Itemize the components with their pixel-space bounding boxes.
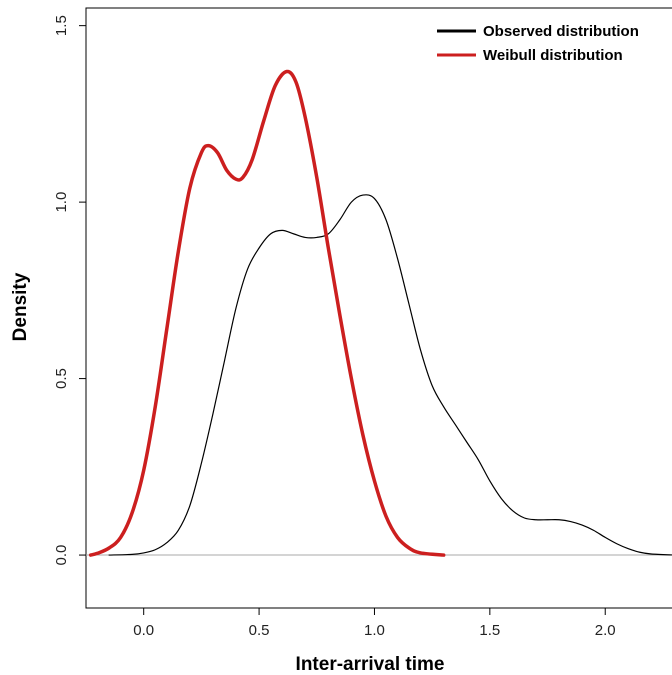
legend-label-observed: Observed distribution <box>483 23 639 40</box>
observed-distribution-line <box>108 194 672 556</box>
x-axis-title: Inter-arrival time <box>296 654 445 675</box>
legend-label-weibull: Weibull distribution <box>483 47 623 64</box>
y-tick-label: 1.5 <box>53 15 70 36</box>
x-axis: 0.0 0.5 1.0 1.5 2.0 <box>133 608 616 639</box>
y-axis-title: Density <box>10 272 31 341</box>
x-tick-label: 1.5 <box>479 622 500 639</box>
y-axis: 0.0 0.5 1.0 1.5 <box>53 15 86 565</box>
x-tick-label: 0.5 <box>249 622 270 639</box>
legend: Observed distribution Weibull distributi… <box>437 23 639 64</box>
series-layer <box>88 69 672 557</box>
y-tick-label: 1.0 <box>53 192 70 213</box>
x-tick-label: 2.0 <box>595 622 616 639</box>
x-tick-label: 1.0 <box>364 622 385 639</box>
x-tick-label: 0.0 <box>133 622 154 639</box>
weibull-distribution-line <box>88 69 446 557</box>
plot-frame <box>85 7 672 609</box>
y-tick-label: 0.5 <box>53 368 70 389</box>
y-tick-label: 0.0 <box>53 545 70 566</box>
